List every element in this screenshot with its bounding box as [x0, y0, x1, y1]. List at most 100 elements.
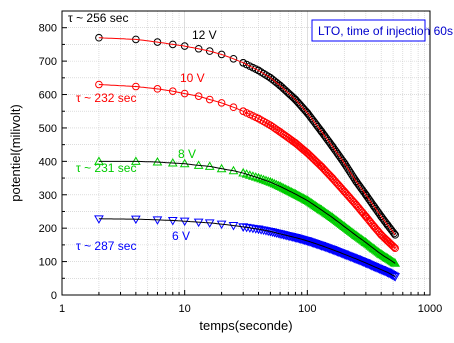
- data-point: [350, 175, 359, 183]
- voltage-label: 10 V: [180, 71, 205, 85]
- data-point: [94, 215, 104, 224]
- data-point: [387, 271, 398, 281]
- legend-frame: [311, 19, 426, 42]
- data-point: [306, 151, 314, 160]
- data-point: [312, 157, 321, 166]
- data-point: [205, 95, 214, 104]
- data-point: [378, 232, 387, 240]
- data-point: [345, 167, 354, 175]
- data-point: [377, 230, 385, 239]
- series-layer: [94, 33, 401, 282]
- y-tick-label: 0: [51, 290, 57, 302]
- data-point: [168, 87, 177, 95]
- axis-ticks: 0 100 200 300 400 500 600 700 800 1 10 100 1000: [39, 23, 443, 315]
- data-point: [388, 242, 397, 250]
- data-point: [389, 272, 399, 282]
- voltage-label: 8 V: [178, 147, 196, 161]
- data-point: [349, 173, 358, 181]
- legend-box: LTO, time of injection 60s: [311, 19, 453, 42]
- data-point: [290, 94, 298, 103]
- series-2: [94, 156, 401, 267]
- fit-curve: [98, 160, 396, 264]
- data-point: [385, 238, 393, 246]
- data-point: [310, 155, 318, 164]
- data-point: [311, 156, 319, 165]
- data-point: [239, 107, 247, 116]
- series-0: [95, 33, 399, 239]
- y-tick-label: 400: [39, 156, 57, 168]
- x-tick-label: 1000: [418, 303, 442, 315]
- data-point: [379, 233, 388, 241]
- data-point: [130, 156, 141, 165]
- data-point: [344, 165, 352, 173]
- data-point: [386, 239, 394, 248]
- y-axis-label: potentiel(milivolt): [8, 104, 23, 202]
- data-point: [390, 273, 401, 282]
- data-point: [366, 197, 375, 206]
- x-tick-label: 10: [179, 303, 191, 315]
- data-point: [363, 193, 372, 202]
- y-tick-label: 100: [39, 257, 57, 269]
- data-point: [217, 99, 226, 107]
- x-tick-label: 1: [59, 303, 65, 315]
- x-axis-label: temps(seconde): [199, 318, 292, 333]
- data-point: [205, 47, 214, 55]
- series-1: [95, 80, 399, 253]
- data-point: [316, 161, 325, 170]
- data-point: [314, 159, 322, 167]
- data-point: [217, 50, 226, 59]
- data-point: [362, 191, 371, 200]
- fit-curve: [98, 218, 396, 278]
- tau-label: τ ~ 256 sec: [68, 11, 128, 25]
- annotations: τ ~ 256 sec 12 V τ ~ 232 sec 10 V τ ~ 231 se…: [68, 11, 217, 253]
- y-tick-label: 300: [39, 190, 57, 202]
- data-point: [340, 159, 348, 167]
- data-point: [386, 271, 397, 280]
- tau-label: τ ~ 231 sec: [76, 161, 136, 175]
- data-point: [270, 124, 279, 132]
- data-point: [387, 240, 396, 249]
- data-point: [94, 156, 104, 165]
- data-point: [229, 103, 238, 112]
- y-tick-label: 700: [39, 56, 57, 68]
- y-tick-label: 600: [39, 90, 57, 102]
- voltage-label: 6 V: [172, 229, 190, 243]
- y-tick-label: 500: [39, 123, 57, 135]
- legend-text: LTO, time of injection 60s: [318, 24, 453, 38]
- data-point: [315, 160, 323, 169]
- data-point: [390, 229, 398, 238]
- data-point: [229, 54, 238, 63]
- fit-curve: [98, 84, 396, 249]
- data-point: [367, 199, 376, 207]
- data-point: [304, 150, 313, 159]
- x-tick-label: 100: [298, 303, 316, 315]
- data-point: [346, 169, 355, 177]
- data-point: [308, 154, 317, 162]
- y-tick-label: 800: [39, 23, 57, 35]
- y-tick-label: 200: [39, 223, 57, 235]
- tau-label: τ ~ 232 sec: [76, 91, 136, 105]
- data-point: [348, 171, 356, 179]
- data-point: [387, 256, 398, 266]
- data-point: [194, 44, 203, 53]
- data-point: [307, 152, 316, 161]
- series-3: [94, 215, 401, 282]
- plot-frame: [61, 10, 431, 296]
- voltage-label: 12 V: [192, 28, 217, 42]
- fit-curve: [98, 37, 396, 236]
- data-point: [180, 89, 189, 98]
- data-point: [389, 257, 399, 267]
- data-point: [383, 237, 392, 245]
- data-point: [385, 270, 396, 279]
- data-point: [382, 235, 391, 244]
- data-point: [194, 92, 203, 100]
- tau-label: τ ~ 287 sec: [76, 239, 136, 253]
- data-point: [342, 163, 351, 171]
- data-point: [268, 122, 277, 131]
- data-point: [341, 161, 350, 169]
- data-point: [303, 149, 312, 157]
- data-point: [381, 234, 389, 243]
- data-point: [288, 93, 297, 101]
- data-point: [365, 195, 373, 204]
